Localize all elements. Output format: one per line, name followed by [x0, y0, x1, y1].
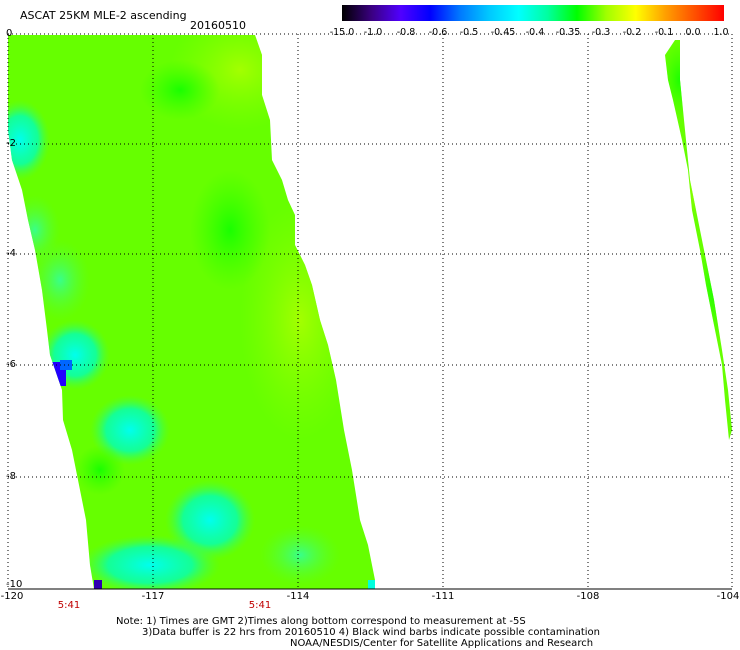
note-line-1: Note: 1) Times are GMT 2)Times along bot… — [116, 616, 526, 627]
note-line-3: NOAA/NESDIS/Center for Satellite Applica… — [290, 638, 594, 649]
colorbar-label: -0.5 — [459, 27, 479, 38]
colorbar-label: -0.8 — [396, 27, 416, 38]
y-tick-label: -10 — [6, 579, 23, 590]
x-tick-label: -104 — [716, 591, 740, 602]
swath-east — [665, 40, 732, 440]
x-tick-label: -117 — [141, 591, 165, 602]
colorbar-gradient — [342, 5, 724, 21]
colorbar-label: -0.3 — [591, 27, 611, 38]
colorbar-label: -15.0 — [329, 27, 355, 38]
colorbar-label: 0.0 — [685, 27, 701, 38]
time-label: 5:41 — [57, 600, 81, 611]
colorbar-label: -0.45 — [490, 27, 516, 38]
map-grid — [7, 33, 733, 589]
y-tick-label: 0 — [6, 28, 13, 39]
map-title: ASCAT 25KM MLE-2 ascending — [20, 9, 187, 22]
x-tick-label: -111 — [431, 591, 455, 602]
y-tick-label: -8 — [6, 471, 16, 482]
y-tick-label: -2 — [6, 138, 16, 149]
colorbar-label: -0.4 — [525, 27, 545, 38]
map-date: 20160510 — [190, 19, 246, 32]
colorbar-label: -0.35 — [555, 27, 581, 38]
y-tick-label: -4 — [6, 248, 16, 259]
colorbar-label: -0.1 — [654, 27, 674, 38]
x-tick-label: -120 — [0, 591, 24, 602]
colorbar — [342, 5, 724, 21]
colorbar-label: 1.0 — [713, 27, 729, 38]
x-tick-label: -114 — [286, 591, 310, 602]
note-line-2: 3)Data buffer is 22 hrs from 20160510 4)… — [142, 627, 600, 638]
colorbar-label: -1.0 — [363, 27, 383, 38]
time-label: 5:41 — [248, 600, 272, 611]
colorbar-label: -0.2 — [622, 27, 642, 38]
colorbar-label: -0.6 — [428, 27, 448, 38]
swath-west — [8, 35, 375, 589]
y-tick-label: -6 — [6, 359, 16, 370]
x-tick-label: -108 — [576, 591, 600, 602]
